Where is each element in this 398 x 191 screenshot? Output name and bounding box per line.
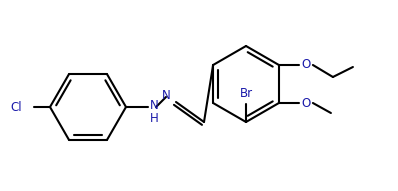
Text: H: H (150, 112, 159, 125)
Text: O: O (301, 96, 310, 109)
Text: Cl: Cl (10, 100, 22, 113)
Text: N: N (150, 99, 159, 112)
Text: Br: Br (240, 87, 253, 100)
Text: N: N (162, 88, 170, 101)
Text: O: O (301, 58, 310, 71)
